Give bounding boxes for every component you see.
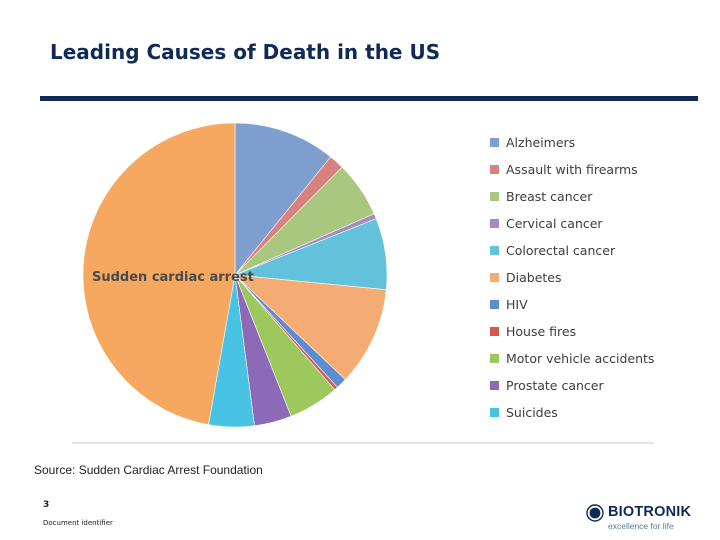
legend-swatch-alzheimers xyxy=(490,138,499,147)
legend-label-diabetes: Diabetes xyxy=(506,270,562,285)
legend-swatch-diabetes xyxy=(490,273,499,282)
title-divider xyxy=(40,96,698,101)
pie-slice-alzheimers xyxy=(234,122,332,276)
legend-swatch-cervical-cancer xyxy=(490,219,499,228)
document-identifier: Document identifier xyxy=(43,519,113,527)
legend-label-suicides: Suicides xyxy=(506,405,558,420)
slide-title: Leading Causes of Death in the US xyxy=(50,40,441,64)
chart-legend: Alzheimers Assault with firearms Breast ca… xyxy=(490,135,654,420)
page-number: 3 xyxy=(43,500,50,510)
legend-label-motor-vehicle-accidents: Motor vehicle accidents xyxy=(506,351,654,366)
legend-label-cervical-cancer: Cervical cancer xyxy=(506,216,603,231)
source-note: Source: Sudden Cardiac Arrest Foundation xyxy=(34,463,263,477)
legend-swatch-motor-vehicle-accidents xyxy=(490,354,499,363)
legend-label-colorectal-cancer: Colorectal cancer xyxy=(506,243,616,258)
biotronik-logo: BIOTRONIK excellence for life xyxy=(586,504,704,534)
legend-label-hiv: HIV xyxy=(506,297,528,312)
legend-label-prostate-cancer: Prostate cancer xyxy=(506,378,604,393)
pie-chart: Sudden cardiac arrest Alzheimers Assault … xyxy=(72,122,654,444)
pie-slices: Sudden cardiac arrest xyxy=(82,122,388,428)
slice-label-sudden-cardiac-arrest: Sudden cardiac arrest xyxy=(92,270,254,285)
pie-slice-sudden-cardiac-arrest xyxy=(82,122,236,426)
pie-slice-diabetes xyxy=(234,274,387,380)
legend-swatch-colorectal-cancer xyxy=(490,246,499,255)
legend-swatch-house-fires xyxy=(490,327,499,336)
legend-label-breast-cancer: Breast cancer xyxy=(506,189,593,204)
legend-label-assault-with-firearms: Assault with firearms xyxy=(506,162,638,177)
pie-chart-frame: Sudden cardiac arrest Alzheimers Assault … xyxy=(72,110,654,444)
legend-swatch-breast-cancer xyxy=(490,192,499,201)
legend-label-house-fires: House fires xyxy=(506,324,576,339)
logo-tagline: excellence for life xyxy=(608,521,674,531)
logo-wordmark: BIOTRONIK xyxy=(608,504,692,520)
legend-swatch-suicides xyxy=(490,408,499,417)
biotronik-emblem-icon xyxy=(586,504,604,522)
legend-swatch-prostate-cancer xyxy=(490,381,499,390)
legend-swatch-hiv xyxy=(490,300,499,309)
legend-label-alzheimers: Alzheimers xyxy=(506,135,575,150)
legend-swatch-assault-with-firearms xyxy=(490,165,499,174)
